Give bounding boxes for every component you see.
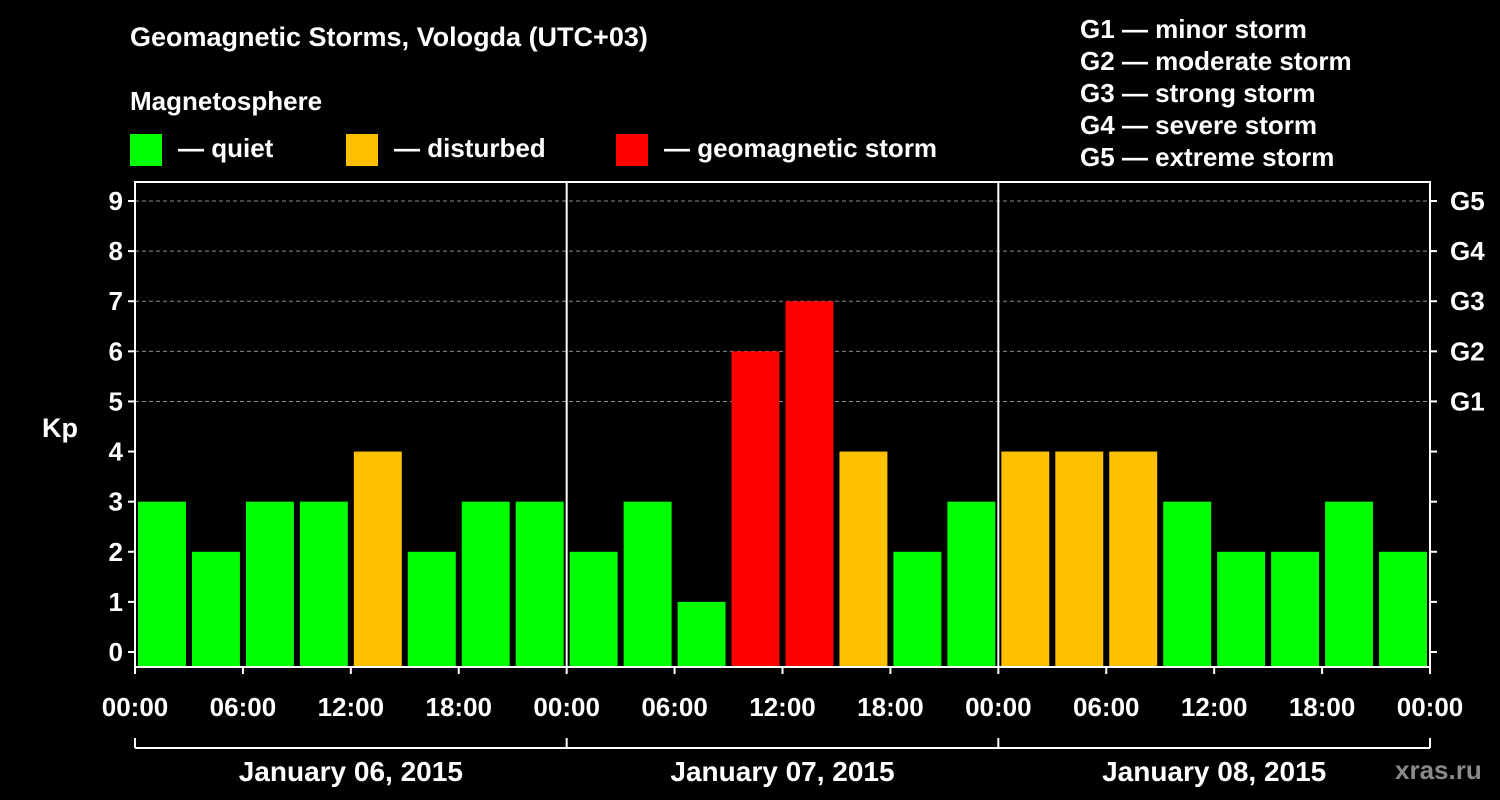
bar-kp (353, 451, 402, 667)
legend-label-quiet: — quiet (178, 133, 274, 163)
storm-scale-g2: G2 — moderate storm (1080, 46, 1352, 76)
x-tick-label: 12:00 (318, 692, 385, 722)
bar-kp (138, 501, 186, 667)
y-tick-label: 9 (109, 186, 123, 216)
bar-kp (1163, 501, 1212, 667)
bar-kp (569, 551, 618, 667)
x-tick-label: 18:00 (426, 692, 493, 722)
x-tick-label: 00:00 (102, 692, 169, 722)
legend-swatch-quiet (130, 134, 162, 166)
x-tick-label: 18:00 (1289, 692, 1356, 722)
legend-swatch-storm (616, 134, 648, 166)
watermark: xras.ru (1395, 755, 1482, 785)
y-tick-label: 0 (109, 637, 123, 667)
y-tick-label: 2 (109, 537, 123, 567)
storm-scale-g3: G3 — strong storm (1080, 78, 1316, 108)
bar-kp (515, 501, 564, 667)
y-tick-label: 3 (109, 487, 123, 517)
right-tick-label: G4 (1450, 236, 1485, 266)
bar-kp (407, 551, 456, 667)
bar-kp (1379, 551, 1427, 667)
right-tick-label: G2 (1450, 336, 1485, 366)
bar-kp (1055, 451, 1104, 667)
bar-kp (191, 551, 240, 667)
x-tick-label: 06:00 (641, 692, 708, 722)
legend-label-storm: — geomagnetic storm (664, 133, 938, 163)
x-tick-label: 12:00 (749, 692, 816, 722)
y-tick-label: 1 (109, 587, 123, 617)
y-tick-label: 4 (109, 437, 124, 467)
day-label: January 08, 2015 (1102, 756, 1326, 787)
day-label: January 06, 2015 (239, 756, 463, 787)
x-tick-label: 06:00 (210, 692, 277, 722)
storm-scale-g4: G4 — severe storm (1080, 110, 1318, 140)
x-tick-label: 18:00 (857, 692, 924, 722)
y-tick-label: 5 (109, 386, 123, 416)
bar-kp (947, 501, 996, 667)
chart-title: Geomagnetic Storms, Vologda (UTC+03) (130, 22, 648, 52)
bar-kp (839, 451, 888, 667)
storm-scale-g1: G1 — minor storm (1080, 14, 1307, 44)
bar-kp (1217, 551, 1266, 667)
y-tick-label: 7 (109, 286, 123, 316)
chart-subtitle: Magnetosphere (130, 86, 323, 116)
right-tick-label: G3 (1450, 286, 1485, 316)
bar-kp (731, 351, 780, 667)
x-tick-label: 12:00 (1181, 692, 1248, 722)
bar-kp (1325, 501, 1374, 667)
day-label: January 07, 2015 (670, 756, 894, 787)
y-axis-label: Kp (42, 413, 78, 443)
x-tick-label: 00:00 (533, 692, 600, 722)
bar-kp (677, 601, 726, 667)
right-tick-label: G5 (1450, 186, 1485, 216)
bar-kp (1271, 551, 1320, 667)
bar-kp (461, 501, 510, 667)
x-tick-label: 00:00 (965, 692, 1032, 722)
y-tick-label: 6 (109, 336, 123, 366)
bar-kp (299, 501, 348, 667)
storm-scale-g5: G5 — extreme storm (1080, 142, 1335, 172)
bar-kp (785, 301, 834, 667)
right-tick-label: G1 (1450, 386, 1485, 416)
x-tick-label: 00:00 (1397, 692, 1464, 722)
bar-kp (1109, 451, 1158, 667)
y-tick-label: 8 (109, 236, 123, 266)
legend-swatch-disturbed (346, 134, 378, 166)
x-tick-label: 06:00 (1073, 692, 1140, 722)
bar-kp (1001, 451, 1050, 667)
bar-kp (623, 501, 672, 667)
bar-kp (893, 551, 942, 667)
legend-label-disturbed: — disturbed (394, 133, 546, 163)
bar-kp (245, 501, 294, 667)
